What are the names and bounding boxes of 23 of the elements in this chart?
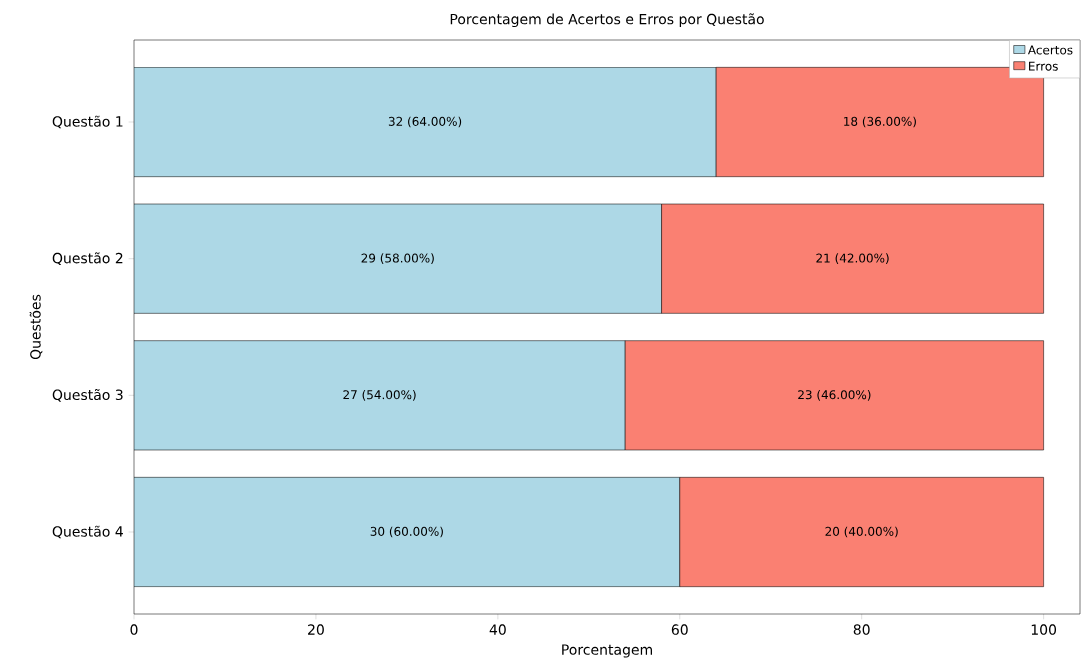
data-label: 21 (42.00%) bbox=[816, 253, 889, 265]
y-tick-label: Questão 4 bbox=[52, 525, 123, 539]
data-label: 30 (60.00%) bbox=[370, 526, 443, 538]
y-axis-title: Questões bbox=[29, 294, 43, 360]
data-label: 27 (54.00%) bbox=[343, 389, 416, 401]
x-tick-label: 0 bbox=[130, 624, 138, 635]
data-label: 18 (36.00%) bbox=[844, 116, 916, 128]
legend-label: Erros bbox=[1029, 61, 1058, 71]
y-tick-label: Questão 1 bbox=[52, 115, 123, 129]
data-label: 29 (58.00%) bbox=[361, 253, 434, 265]
x-tick-label: 20 bbox=[308, 624, 324, 635]
chart-title: Porcentagem de Acertos e Erros por Questão bbox=[450, 13, 764, 28]
data-label: 23 (46.00%) bbox=[798, 389, 871, 401]
data-label: 32 (64.00%) bbox=[388, 116, 462, 128]
data-label: 20 (40.00%) bbox=[825, 526, 898, 538]
y-tick-label: Questão 2 bbox=[52, 252, 123, 266]
x-tick-label: 100 bbox=[1031, 624, 1057, 635]
x-tick-label: 40 bbox=[489, 624, 506, 635]
legend-label: Acertos bbox=[1027, 45, 1073, 55]
x-tick-label: 60 bbox=[671, 624, 688, 635]
y-tick-label: Questão 3 bbox=[52, 389, 123, 402]
x-axis-title: Porcentagem bbox=[562, 644, 652, 658]
x-tick-label: 80 bbox=[853, 624, 870, 635]
